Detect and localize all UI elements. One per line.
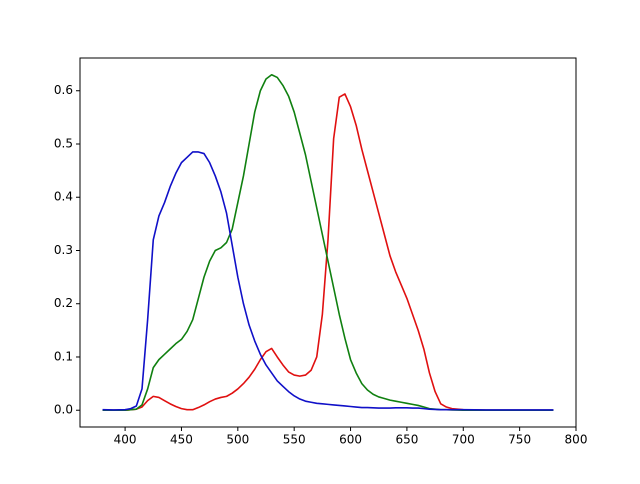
y-tick-label: 0.0	[54, 403, 73, 417]
y-tick-label: 0.3	[54, 243, 73, 257]
x-tick-label: 500	[226, 433, 249, 447]
x-tick-label: 650	[395, 433, 418, 447]
axes-frame	[79, 57, 577, 428]
series-line	[102, 151, 554, 411]
x-tick-label: 400	[114, 433, 137, 447]
y-tick-label: 0.6	[54, 83, 73, 97]
y-tick-label: 0.2	[54, 296, 73, 310]
x-tick-label: 450	[170, 433, 193, 447]
series-line	[102, 73, 554, 412]
x-tick-label: 750	[508, 433, 531, 447]
x-tick-label: 600	[339, 433, 362, 447]
x-tick-label: 550	[283, 433, 306, 447]
x-tick-label: 700	[452, 433, 475, 447]
y-tick-label: 0.5	[54, 136, 73, 150]
series-line	[102, 93, 554, 412]
x-tick-label: 800	[565, 433, 588, 447]
y-tick-label: 0.4	[54, 190, 73, 204]
y-tick-label: 0.1	[54, 349, 73, 363]
